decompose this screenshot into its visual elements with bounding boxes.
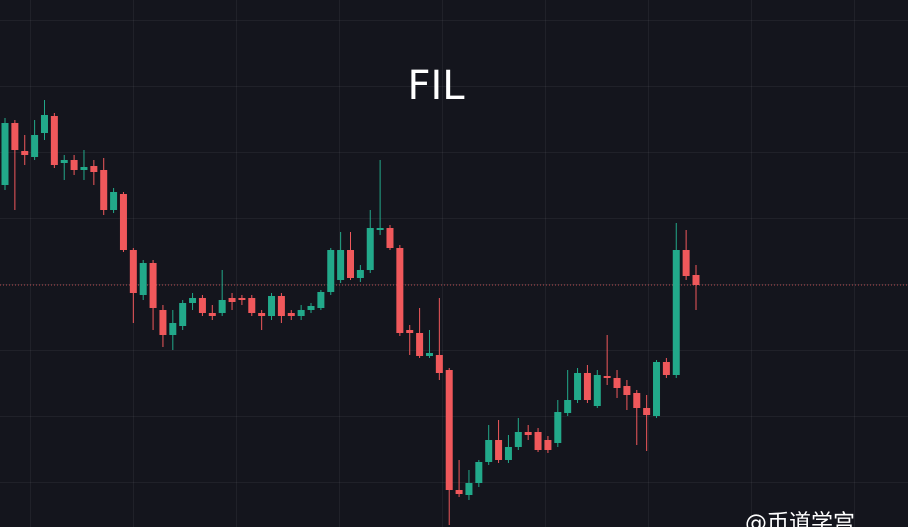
candle-body [425, 353, 433, 356]
candle-body [60, 160, 68, 163]
candle-body [347, 250, 354, 278]
candle-body [169, 323, 177, 335]
candle-body [366, 228, 374, 270]
candle-body [228, 298, 236, 302]
candle-body [317, 292, 325, 308]
candle-body [129, 250, 137, 293]
candle-body [623, 386, 631, 395]
candle-body [1, 123, 9, 185]
candle-body [50, 116, 58, 165]
candle-body [238, 298, 246, 300]
candle-body [31, 135, 39, 157]
candle-body [455, 490, 463, 494]
candle-body [682, 250, 690, 276]
candle-body [70, 160, 78, 170]
candle-body [406, 330, 414, 333]
candle-body [445, 370, 453, 490]
candle-body [475, 462, 483, 483]
chart-title: FIL [407, 63, 465, 109]
candle-body [179, 303, 187, 326]
candle-body [40, 115, 48, 133]
candle-body [485, 440, 493, 462]
candle-body [465, 483, 473, 495]
candle-body [218, 300, 226, 313]
candle-body [297, 310, 305, 316]
candle-body [198, 298, 206, 313]
candle-body [11, 123, 19, 150]
candle-body [287, 313, 295, 316]
candle-body [653, 362, 661, 416]
candle-body [258, 313, 266, 316]
candle-body [544, 440, 552, 450]
candle-body [268, 296, 276, 316]
candle-body [633, 393, 641, 408]
candle-body [593, 375, 601, 406]
candle-body [21, 151, 29, 155]
candle-body [613, 378, 621, 388]
candle-body [574, 373, 582, 400]
candle-body [119, 194, 127, 250]
candle-body [159, 310, 167, 335]
candle-body [376, 228, 384, 230]
candle-body [396, 248, 404, 333]
candle-body [139, 263, 147, 295]
candle-body [603, 376, 611, 378]
candle-body [189, 298, 197, 303]
candle-body [90, 166, 98, 172]
candle-body [495, 440, 503, 460]
candle-body [692, 275, 700, 285]
candle-body [564, 400, 572, 413]
candle-body [386, 228, 394, 248]
candle-body [327, 250, 335, 292]
candle-body [504, 447, 512, 460]
candle-body [80, 167, 88, 170]
candle-body [100, 170, 108, 210]
candle-body [208, 313, 216, 316]
candle-body [554, 412, 562, 443]
candle-body [672, 250, 680, 375]
candle-body [524, 432, 532, 435]
candle-body [356, 270, 364, 278]
candle-body [662, 362, 670, 375]
candle-body [110, 192, 118, 210]
candle-body [248, 298, 256, 313]
watermark: @币道学宫 [745, 511, 855, 527]
candle-body [643, 408, 651, 415]
candle-body [149, 263, 157, 308]
candle-body [583, 373, 591, 400]
candle-body [337, 250, 345, 280]
candle-body [307, 306, 315, 310]
candle-body [277, 296, 285, 316]
candle-body [435, 355, 443, 373]
candle-body [534, 432, 542, 450]
candle-body [514, 432, 522, 447]
candle-body [416, 333, 424, 356]
